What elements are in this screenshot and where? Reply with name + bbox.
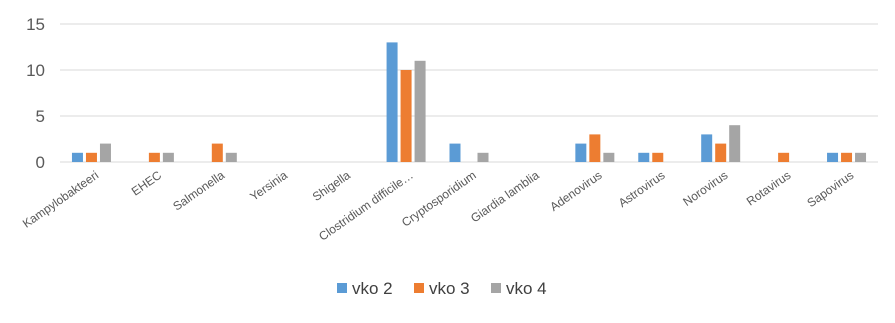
- bar-2-3: [211, 143, 223, 162]
- legend-swatch-2: [414, 283, 424, 293]
- x-tick-label: Sapovirus: [805, 168, 857, 210]
- bar-3-1: [99, 143, 111, 162]
- y-tick-label: 15: [26, 15, 45, 34]
- legend: vko 2 vko 3 vko 4: [337, 279, 547, 298]
- bar-1-1: [71, 152, 83, 162]
- bar-2-12: [778, 152, 790, 162]
- legend-swatch-1: [337, 283, 347, 293]
- y-axis: 0 5 10 15: [26, 15, 45, 172]
- bar-1-11: [701, 134, 713, 162]
- x-tick-label: Salmonella: [170, 168, 227, 214]
- bar-2-1: [85, 152, 97, 162]
- bars: [71, 42, 867, 162]
- bar-3-11: [729, 125, 741, 162]
- legend-label: vko 2: [352, 279, 393, 298]
- bar-1-6: [386, 42, 398, 162]
- x-tick-label: Adenovirus: [547, 168, 604, 214]
- x-tick-label: Giardia lamblia: [468, 168, 542, 226]
- legend-swatch-3: [491, 283, 501, 293]
- bar-2-13: [841, 152, 853, 162]
- y-tick-label: 10: [26, 61, 45, 80]
- x-tick-label: Shigella: [310, 168, 353, 204]
- legend-label: vko 4: [506, 279, 547, 298]
- bar-2-11: [715, 143, 727, 162]
- bar-2-2: [148, 152, 160, 162]
- bar-1-13: [827, 152, 839, 162]
- bar-3-3: [225, 152, 237, 162]
- bar-2-6: [400, 70, 412, 162]
- y-tick-label: 0: [36, 153, 45, 172]
- y-tick-label: 5: [36, 107, 45, 126]
- bar-3-2: [162, 152, 174, 162]
- x-tick-label: Yersinia: [247, 168, 290, 204]
- x-tick-label: Norovirus: [680, 168, 730, 209]
- x-tick-label: Astrovirus: [616, 168, 668, 210]
- grid-lines: [60, 23, 878, 163]
- bar-1-9: [575, 143, 587, 162]
- x-axis: Kampylobakteeri EHEC Salmonella Yersinia Shi…: [20, 168, 856, 244]
- x-tick-label: Rotavirus: [744, 168, 794, 209]
- bar-3-13: [855, 152, 867, 162]
- bar-3-7: [477, 152, 489, 162]
- legend-label: vko 3: [429, 279, 470, 298]
- bar-3-9: [603, 152, 615, 162]
- bar-2-10: [652, 152, 664, 162]
- x-tick-label: Kampylobakteeri: [20, 168, 101, 231]
- bar-1-10: [638, 152, 650, 162]
- x-tick-label: EHEC: [129, 168, 165, 199]
- bar-2-9: [589, 134, 601, 162]
- bar-1-7: [449, 143, 461, 162]
- bar-3-6: [414, 60, 426, 162]
